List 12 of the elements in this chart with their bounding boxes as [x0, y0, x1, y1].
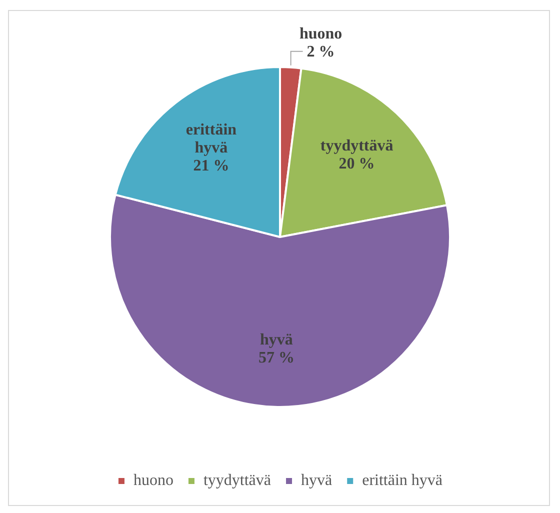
data-label: 57 %: [258, 349, 294, 366]
data-label: 20 %: [338, 155, 375, 172]
slice-label: huono: [299, 25, 342, 42]
legend-label: tyydyttävä: [203, 472, 272, 490]
legend-label: erittäin hyvä: [362, 472, 443, 490]
legend-label: hyvä: [301, 472, 332, 490]
data-label: 21 %: [193, 157, 230, 174]
slice-label: hyvä: [260, 331, 293, 348]
slice-label: tyydyttävä: [320, 137, 394, 154]
data-label: 2 %: [306, 43, 335, 60]
legend-label: huono: [133, 472, 174, 490]
slice-label: erittäin hyvä: [186, 121, 237, 156]
